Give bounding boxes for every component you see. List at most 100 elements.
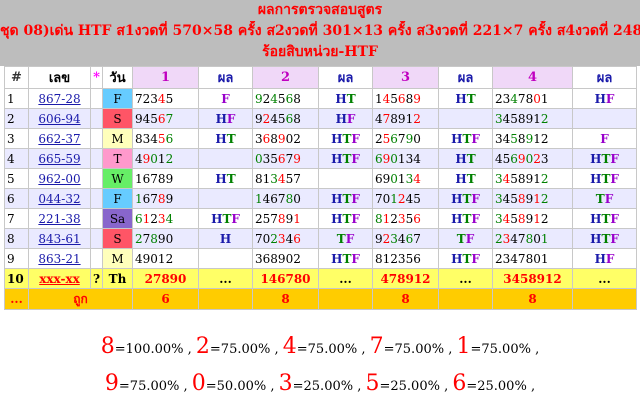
set-digits-2: 702346: [252, 228, 319, 249]
digit: 7: [375, 191, 383, 206]
digit: 3: [277, 231, 286, 246]
digit: 2: [413, 111, 421, 126]
result-letter: F: [471, 131, 480, 146]
report-formula: ชุด 08)เด่น HTF ส1งวดที่ 570×58 ครั้ง ส2…: [0, 23, 640, 39]
set-result-3: HT: [438, 148, 493, 169]
row-star: [90, 128, 103, 149]
summary-digit: 8: [100, 334, 115, 359]
digit: 6: [285, 111, 294, 126]
table-row: 3 662-37 M 83456 HT 368902 HTF 256790 HTF 3458912…: [4, 128, 637, 149]
digit: 6: [262, 131, 271, 146]
row-number-link[interactable]: 867-28: [28, 88, 91, 109]
set-result-1: [198, 148, 253, 169]
set-result-4: HTF: [572, 148, 637, 169]
row-number-link[interactable]: 863-21: [28, 248, 91, 269]
result-letter: F: [351, 211, 360, 226]
digit: 2: [533, 151, 541, 166]
digit: 4: [270, 91, 278, 106]
set-digits-4: 3458912: [492, 108, 573, 129]
digit: 4: [413, 151, 421, 166]
digit: 3: [142, 131, 151, 146]
digit: 3: [255, 131, 263, 146]
result-letter: F: [471, 251, 480, 266]
digit: 5: [157, 131, 166, 146]
result-letter: H: [331, 211, 343, 226]
digit: 9: [382, 151, 391, 166]
set-result-3: TF: [438, 228, 493, 249]
total-count-1: 6: [132, 288, 199, 310]
set-digits-1: 94567: [132, 108, 199, 129]
digit: 6: [375, 151, 383, 166]
row-number-link[interactable]: 665-59: [28, 148, 91, 169]
digit: 4: [277, 171, 286, 186]
digit: 5: [405, 251, 414, 266]
row-index: 6: [4, 188, 29, 209]
digit: 7: [150, 191, 158, 206]
row-number-link[interactable]: 044-32: [28, 188, 91, 209]
digit: 2: [540, 111, 549, 126]
digit: 7: [255, 231, 263, 246]
row-number-link[interactable]: 662-37: [28, 128, 91, 149]
digit: 9: [135, 111, 143, 126]
total-count-3: 8: [372, 288, 439, 310]
result-letter: F: [471, 191, 480, 206]
digit: 2: [390, 211, 398, 226]
digit: 7: [165, 111, 174, 126]
total-spacer: [572, 288, 637, 310]
digit: 1: [382, 251, 391, 266]
col-header-star: *: [90, 66, 103, 89]
digit: 5: [510, 131, 518, 146]
result-letter: T: [226, 171, 236, 186]
digit: 4: [165, 211, 174, 226]
set-digits-4: 2347801: [492, 248, 573, 269]
totals-row: ... ถูก 6 8 8 8: [4, 288, 637, 310]
digit: 3: [157, 211, 166, 226]
result-letter: H: [455, 151, 467, 166]
digit: 5: [277, 91, 286, 106]
digit: 5: [277, 111, 286, 126]
result-letter: H: [335, 111, 347, 126]
total-count-4: 8: [492, 288, 573, 310]
set-result-2: ...: [318, 268, 373, 289]
digit: 2: [540, 211, 549, 226]
row-day: S: [102, 228, 133, 249]
digit: 9: [157, 231, 166, 246]
set-digits-2: 368902: [252, 248, 319, 269]
digit: 3: [397, 251, 406, 266]
digit: 8: [375, 211, 383, 226]
digit: 9: [285, 211, 294, 226]
row-number-link[interactable]: 843-61: [28, 228, 91, 249]
digit: 4: [150, 131, 158, 146]
set-digits-2: 257891: [252, 208, 319, 229]
digit: 1: [142, 211, 151, 226]
row-number-link[interactable]: 606-94: [28, 108, 91, 129]
totals-more-link[interactable]: ...: [4, 288, 29, 310]
set-digits-2: 368902: [252, 128, 319, 149]
row-number-link[interactable]: xxx-xx: [28, 268, 91, 289]
digit: 1: [540, 231, 549, 246]
digit: 6: [262, 251, 271, 266]
set-result-2: HTF: [318, 208, 373, 229]
digit: 7: [150, 171, 158, 186]
digit: 9: [413, 91, 421, 106]
row-index: 3: [4, 128, 29, 149]
digit: 4: [510, 251, 518, 266]
digit: 3: [405, 151, 414, 166]
result-letter: H: [331, 131, 343, 146]
summary-digit: 2: [195, 334, 210, 359]
digit: 8: [277, 211, 286, 226]
digit: 4: [405, 191, 414, 206]
summary-line: 9=75.00% , 0=50.00% , 3=25.00% , 5=25.00…: [0, 367, 640, 404]
digit: 9: [255, 91, 263, 106]
set-result-2: HTF: [318, 128, 373, 149]
row-day: M: [102, 128, 133, 149]
row-number-link[interactable]: 221-38: [28, 208, 91, 229]
result-letter: T: [342, 131, 352, 146]
row-day: Th: [102, 268, 133, 289]
row-number-link[interactable]: 962-00: [28, 168, 91, 189]
digit: 5: [390, 91, 398, 106]
result-letter: T: [601, 151, 611, 166]
digit: 0: [525, 151, 534, 166]
result-letter: T: [336, 231, 346, 246]
digit: 4: [157, 91, 166, 106]
